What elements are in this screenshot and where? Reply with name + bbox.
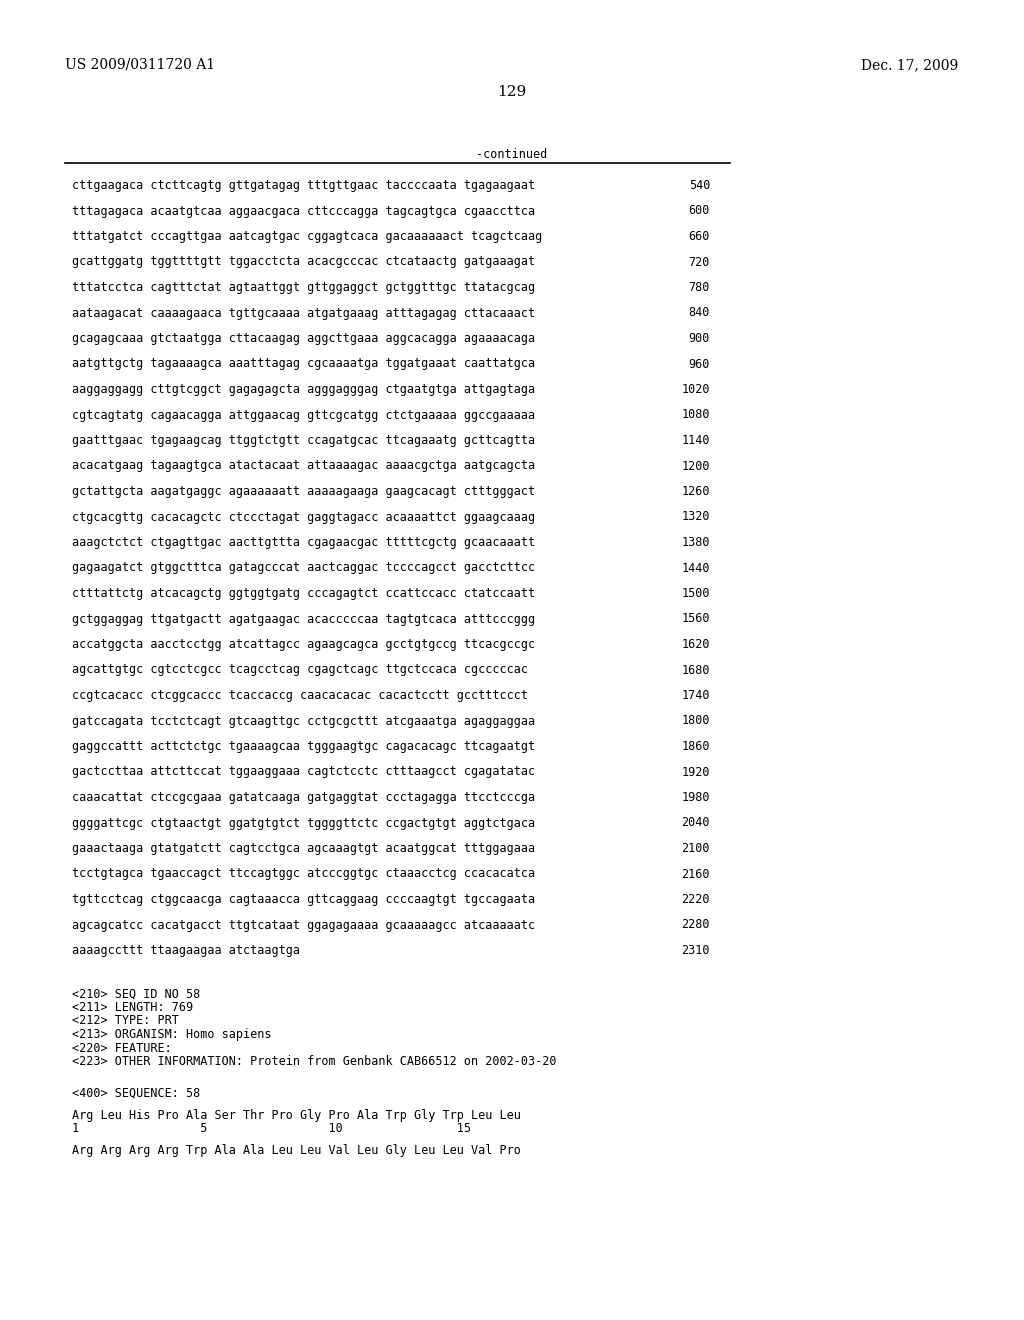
Text: 2100: 2100	[682, 842, 710, 855]
Text: caaacattat ctccgcgaaa gatatcaaga gatgaggtat ccctagagga ttcctcccga: caaacattat ctccgcgaaa gatatcaaga gatgagg…	[72, 791, 536, 804]
Text: 1560: 1560	[682, 612, 710, 626]
Text: 1                 5                 10                15: 1 5 10 15	[72, 1122, 471, 1135]
Text: gctattgcta aagatgaggc agaaaaaatt aaaaagaaga gaagcacagt ctttgggact: gctattgcta aagatgaggc agaaaaaatt aaaaaga…	[72, 484, 536, 498]
Text: aaagctctct ctgagttgac aacttgttta cgagaacgac tttttcgctg gcaacaaatt: aaagctctct ctgagttgac aacttgttta cgagaac…	[72, 536, 536, 549]
Text: 1980: 1980	[682, 791, 710, 804]
Text: tgttcctcag ctggcaacga cagtaaacca gttcaggaag ccccaagtgt tgccagaata: tgttcctcag ctggcaacga cagtaaacca gttcagg…	[72, 894, 536, 906]
Text: 780: 780	[688, 281, 710, 294]
Text: <220> FEATURE:: <220> FEATURE:	[72, 1041, 172, 1055]
Text: 1020: 1020	[682, 383, 710, 396]
Text: 1140: 1140	[682, 434, 710, 447]
Text: US 2009/0311720 A1: US 2009/0311720 A1	[65, 58, 215, 73]
Text: 1440: 1440	[682, 561, 710, 574]
Text: 1080: 1080	[682, 408, 710, 421]
Text: tttagagaca acaatgtcaa aggaacgaca cttcccagga tagcagtgca cgaaccttca: tttagagaca acaatgtcaa aggaacgaca cttccca…	[72, 205, 536, 218]
Text: <223> OTHER INFORMATION: Protein from Genbank CAB66512 on 2002-03-20: <223> OTHER INFORMATION: Protein from Ge…	[72, 1055, 556, 1068]
Text: gaggccattt acttctctgc tgaaaagcaa tgggaagtgc cagacacagc ttcagaatgt: gaggccattt acttctctgc tgaaaagcaa tgggaag…	[72, 741, 536, 752]
Text: 840: 840	[688, 306, 710, 319]
Text: -continued: -continued	[476, 148, 548, 161]
Text: 900: 900	[688, 333, 710, 345]
Text: <400> SEQUENCE: 58: <400> SEQUENCE: 58	[72, 1086, 201, 1100]
Text: 2160: 2160	[682, 867, 710, 880]
Text: 720: 720	[688, 256, 710, 268]
Text: 1320: 1320	[682, 511, 710, 524]
Text: ccgtcacacc ctcggcaccc tcaccaccg caacacacac cacactcctt gcctttccct: ccgtcacacc ctcggcaccc tcaccaccg caacacac…	[72, 689, 528, 702]
Text: tcctgtagca tgaaccagct ttccagtggc atcccggtgc ctaaacctcg ccacacatca: tcctgtagca tgaaccagct ttccagtggc atcccgg…	[72, 867, 536, 880]
Text: ctgcacgttg cacacagctc ctccctagat gaggtagacc acaaaattct ggaagcaaag: ctgcacgttg cacacagctc ctccctagat gaggtag…	[72, 511, 536, 524]
Text: 2220: 2220	[682, 894, 710, 906]
Text: aatgttgctg tagaaaagca aaatttagag cgcaaaatga tggatgaaat caattatgca: aatgttgctg tagaaaagca aaatttagag cgcaaaa…	[72, 358, 536, 371]
Text: 1380: 1380	[682, 536, 710, 549]
Text: 1620: 1620	[682, 638, 710, 651]
Text: 1500: 1500	[682, 587, 710, 601]
Text: 1260: 1260	[682, 484, 710, 498]
Text: Arg Arg Arg Arg Trp Ala Ala Leu Leu Val Leu Gly Leu Leu Val Pro: Arg Arg Arg Arg Trp Ala Ala Leu Leu Val …	[72, 1144, 521, 1158]
Text: <211> LENGTH: 769: <211> LENGTH: 769	[72, 1001, 194, 1014]
Text: 2310: 2310	[682, 944, 710, 957]
Text: ggggattcgc ctgtaactgt ggatgtgtct tggggttctc ccgactgtgt aggtctgaca: ggggattcgc ctgtaactgt ggatgtgtct tggggtt…	[72, 817, 536, 829]
Text: gcattggatg tggttttgtt tggacctcta acacgcccac ctcataactg gatgaaagat: gcattggatg tggttttgtt tggacctcta acacgcc…	[72, 256, 536, 268]
Text: gctggaggag ttgatgactt agatgaagac acacccccaa tagtgtcaca atttcccggg: gctggaggag ttgatgactt agatgaagac acacccc…	[72, 612, 536, 626]
Text: 1800: 1800	[682, 714, 710, 727]
Text: 1920: 1920	[682, 766, 710, 779]
Text: accatggcta aacctcctgg atcattagcc agaagcagca gcctgtgccg ttcacgccgc: accatggcta aacctcctgg atcattagcc agaagca…	[72, 638, 536, 651]
Text: 1200: 1200	[682, 459, 710, 473]
Text: gaatttgaac tgagaagcag ttggtctgtt ccagatgcac ttcagaaatg gcttcagtta: gaatttgaac tgagaagcag ttggtctgtt ccagatg…	[72, 434, 536, 447]
Text: 540: 540	[688, 180, 710, 191]
Text: agcagcatcc cacatgacct ttgtcataat ggagagaaaa gcaaaaagcc atcaaaaatc: agcagcatcc cacatgacct ttgtcataat ggagaga…	[72, 919, 536, 932]
Text: <210> SEQ ID NO 58: <210> SEQ ID NO 58	[72, 987, 201, 1001]
Text: ctttattctg atcacagctg ggtggtgatg cccagagtct ccattccacc ctatccaatt: ctttattctg atcacagctg ggtggtgatg cccagag…	[72, 587, 536, 601]
Text: agcattgtgc cgtcctcgcc tcagcctcag cgagctcagc ttgctccaca cgcccccac: agcattgtgc cgtcctcgcc tcagcctcag cgagctc…	[72, 664, 528, 676]
Text: Dec. 17, 2009: Dec. 17, 2009	[861, 58, 958, 73]
Text: aaggaggagg cttgtcggct gagagagcta agggagggag ctgaatgtga attgagtaga: aaggaggagg cttgtcggct gagagagcta agggagg…	[72, 383, 536, 396]
Text: gatccagata tcctctcagt gtcaagttgc cctgcgcttt atcgaaatga agaggaggaa: gatccagata tcctctcagt gtcaagttgc cctgcgc…	[72, 714, 536, 727]
Text: 1740: 1740	[682, 689, 710, 702]
Text: tttatgatct cccagttgaa aatcagtgac cggagtcaca gacaaaaaact tcagctcaag: tttatgatct cccagttgaa aatcagtgac cggagtc…	[72, 230, 543, 243]
Text: 660: 660	[688, 230, 710, 243]
Text: gcagagcaaa gtctaatgga cttacaagag aggcttgaaa aggcacagga agaaaacaga: gcagagcaaa gtctaatgga cttacaagag aggcttg…	[72, 333, 536, 345]
Text: 129: 129	[498, 84, 526, 99]
Text: gagaagatct gtggctttca gatagcccat aactcaggac tccccagcct gacctcttcc: gagaagatct gtggctttca gatagcccat aactcag…	[72, 561, 536, 574]
Text: tttatcctca cagtttctat agtaattggt gttggaggct gctggtttgc ttatacgcag: tttatcctca cagtttctat agtaattggt gttggag…	[72, 281, 536, 294]
Text: 2040: 2040	[682, 817, 710, 829]
Text: 2280: 2280	[682, 919, 710, 932]
Text: Arg Leu His Pro Ala Ser Thr Pro Gly Pro Ala Trp Gly Trp Leu Leu: Arg Leu His Pro Ala Ser Thr Pro Gly Pro …	[72, 1109, 521, 1122]
Text: acacatgaag tagaagtgca atactacaat attaaaagac aaaacgctga aatgcagcta: acacatgaag tagaagtgca atactacaat attaaaa…	[72, 459, 536, 473]
Text: <213> ORGANISM: Homo sapiens: <213> ORGANISM: Homo sapiens	[72, 1028, 271, 1041]
Text: 1680: 1680	[682, 664, 710, 676]
Text: 600: 600	[688, 205, 710, 218]
Text: 1860: 1860	[682, 741, 710, 752]
Text: cttgaagaca ctcttcagtg gttgatagag tttgttgaac taccccaata tgagaagaat: cttgaagaca ctcttcagtg gttgatagag tttgttg…	[72, 180, 536, 191]
Text: 960: 960	[688, 358, 710, 371]
Text: gactccttaa attcttccat tggaaggaaa cagtctcctc ctttaagcct cgagatatac: gactccttaa attcttccat tggaaggaaa cagtctc…	[72, 766, 536, 779]
Text: aaaagccttt ttaagaagaa atctaagtga: aaaagccttt ttaagaagaa atctaagtga	[72, 944, 300, 957]
Text: cgtcagtatg cagaacagga attggaacag gttcgcatgg ctctgaaaaa ggccgaaaaa: cgtcagtatg cagaacagga attggaacag gttcgca…	[72, 408, 536, 421]
Text: gaaactaaga gtatgatctt cagtcctgca agcaaagtgt acaatggcat tttggagaaa: gaaactaaga gtatgatctt cagtcctgca agcaaag…	[72, 842, 536, 855]
Text: <212> TYPE: PRT: <212> TYPE: PRT	[72, 1015, 179, 1027]
Text: aataagacat caaaagaaca tgttgcaaaa atgatgaaag atttagagag cttacaaact: aataagacat caaaagaaca tgttgcaaaa atgatga…	[72, 306, 536, 319]
